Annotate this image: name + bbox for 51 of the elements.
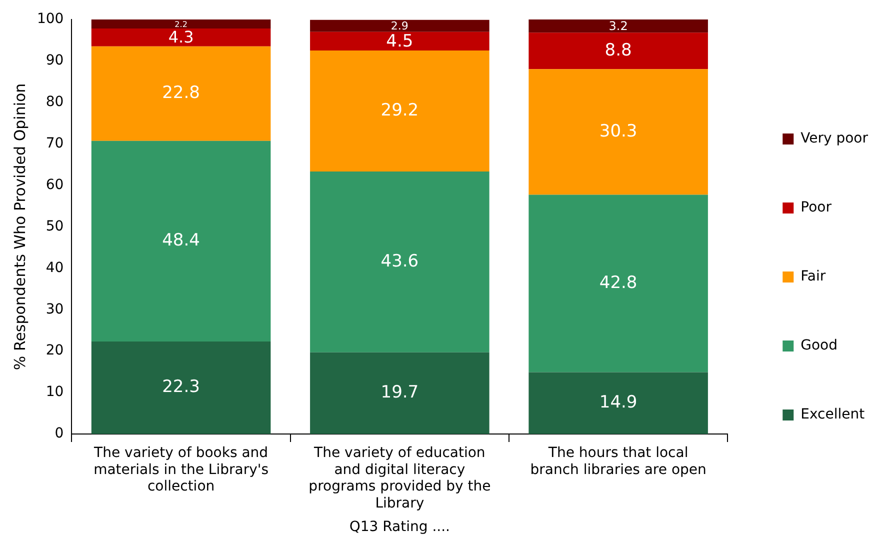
- legend-label: Excellent: [800, 406, 866, 423]
- bar: [91, 140, 271, 342]
- bar: [528, 194, 708, 372]
- data-label: 30.3: [599, 121, 638, 142]
- data-label: 4.5: [386, 32, 414, 52]
- data-label: 19.7: [380, 382, 419, 403]
- x-tick-label: The hours that local branch libraries are open: [530, 445, 706, 478]
- x-axis-title: Q13 Rating ....: [349, 519, 450, 536]
- data-label: 3.2: [608, 19, 628, 34]
- bar: [528, 372, 708, 434]
- bar: [528, 69, 708, 195]
- data-label: 2.9: [390, 20, 408, 33]
- legend-label: Poor: [800, 200, 832, 216]
- data-label: 29.2: [380, 100, 419, 120]
- bar: [310, 50, 490, 172]
- legend-label: Very poor: [800, 130, 868, 147]
- y-tick-label: 70: [46, 135, 64, 152]
- bar: [310, 32, 490, 50]
- bar: [528, 32, 708, 70]
- bar: [91, 46, 271, 141]
- data-label: 42.8: [599, 272, 638, 293]
- y-tick-label: 0: [54, 426, 64, 442]
- y-tick-label: 40: [46, 260, 64, 276]
- bar: [91, 342, 271, 434]
- x-tick-label: The variety of books and materials in the Library's collection: [93, 445, 268, 495]
- bar: [91, 28, 271, 46]
- y-tick-label: 60: [46, 176, 64, 193]
- data-label: 4.3: [168, 28, 194, 47]
- data-label: 8.8: [604, 40, 632, 60]
- bar: [528, 19, 708, 33]
- y-axis-title: % Respondents Who Provided Opinion: [10, 83, 29, 370]
- y-tick-label: 10: [46, 384, 64, 400]
- bar: [91, 19, 271, 29]
- y-tick-label: 90: [46, 52, 64, 68]
- data-label: 43.6: [380, 251, 419, 272]
- bar: [310, 172, 490, 352]
- data-label: 2.2: [174, 20, 188, 30]
- y-tick-label: 100: [36, 11, 64, 28]
- y-tick-label: 30: [46, 301, 64, 318]
- x-tick-label: The variety of education and digital literacy programs provided by the Library: [308, 445, 491, 512]
- y-tick-label: 80: [46, 94, 64, 110]
- bar: [310, 352, 490, 434]
- y-tick-label: 50: [46, 218, 64, 234]
- legend-label: Good: [800, 338, 838, 354]
- legend-label: Fair: [800, 268, 826, 285]
- data-label: 22.3: [162, 377, 200, 398]
- y-tick-label: 20: [46, 342, 64, 359]
- data-label: 48.4: [162, 230, 200, 251]
- data-label: 14.9: [599, 392, 638, 413]
- bar: [310, 20, 490, 32]
- data-label: 22.8: [162, 83, 200, 104]
